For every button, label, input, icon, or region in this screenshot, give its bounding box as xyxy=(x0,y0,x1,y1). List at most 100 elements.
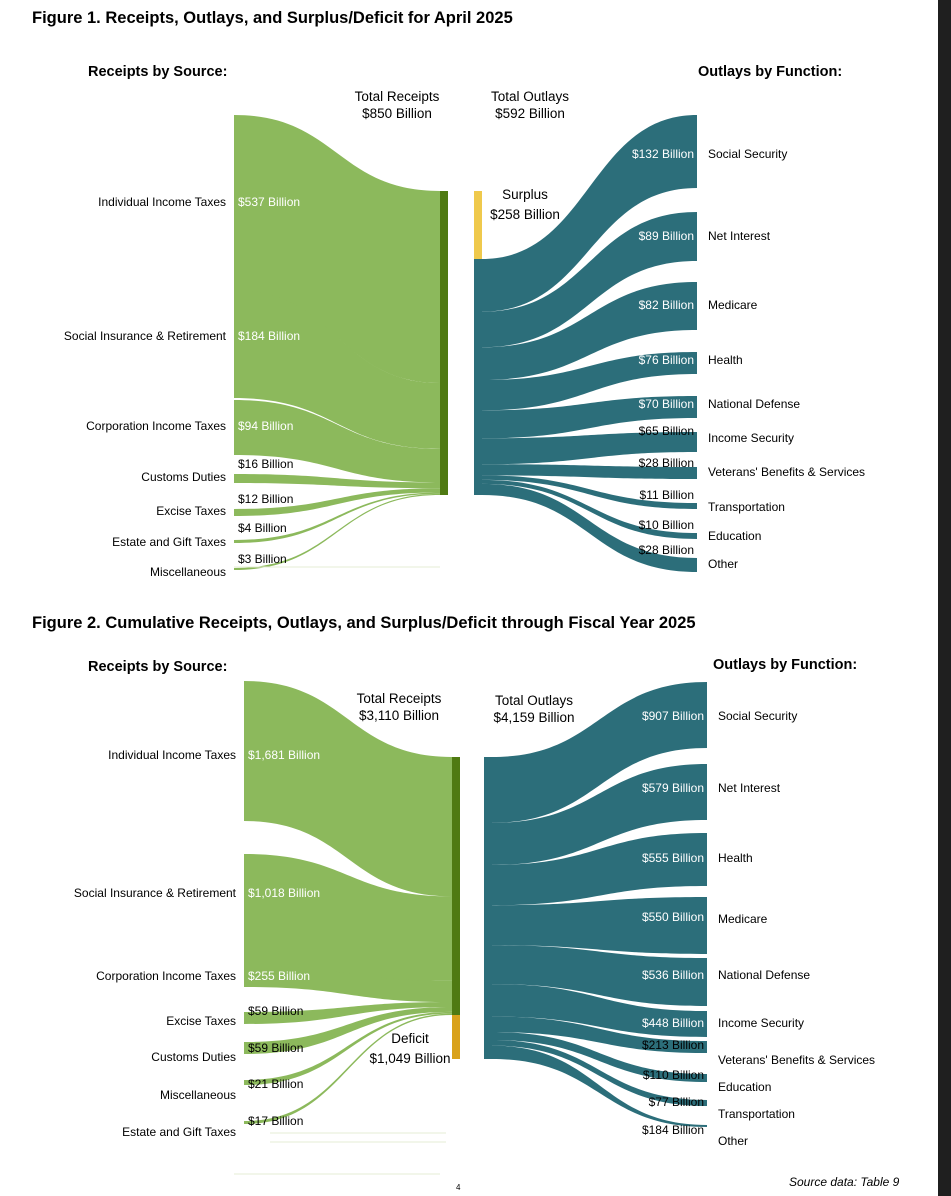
fig1-outlay-flow-national-defense xyxy=(482,396,697,439)
figure-2-total-outlays: Total Outlays $4,159 Billion xyxy=(484,692,584,726)
source-note: Source data: Table 9 xyxy=(789,1175,900,1189)
fig2-outlay-label-national-defense: National Defense xyxy=(718,968,810,982)
fig2-outlay-flow-social-security xyxy=(492,682,707,823)
fig2-receipt-label-excise-taxes: Excise Taxes xyxy=(166,1014,236,1028)
fig1-receipt-value-customs-duties: $16 Billion xyxy=(238,457,293,471)
fig1-outlay-value-health: $76 Billion xyxy=(639,353,694,367)
fig2-outlay-value-national-defense: $536 Billion xyxy=(642,968,704,982)
fig2-outlay-value-medicare: $550 Billion xyxy=(642,910,704,924)
fig2-outlay-label-other: Other xyxy=(718,1134,748,1148)
fig1-outlay-label-medicare: Medicare xyxy=(708,298,758,312)
fig1-receipt-label-excise-taxes: Excise Taxes xyxy=(156,504,226,518)
fig1-outlay-flow-social-security xyxy=(482,115,697,312)
fig2-outlay-value-social-security: $907 Billion xyxy=(642,709,704,723)
fig2-receipt-label-corporation-income-taxes: Corporation Income Taxes xyxy=(96,969,236,983)
fig1-surplus-bar xyxy=(474,191,482,259)
figure-2-title: Figure 2. Cumulative Receipts, Outlays, … xyxy=(32,614,696,632)
fig2-outlay-flow-national-defense xyxy=(492,945,707,1006)
figure-1-sankey-chart: Individual Income Taxes $537 Billion Socia… xyxy=(64,115,865,579)
fig2-total-receipts-bar xyxy=(452,757,460,1015)
fig1-receipt-flow-social-insurance-and-retirement xyxy=(234,290,440,449)
figure-1-title: Figure 1. Receipts, Outlays, and Surplus… xyxy=(32,9,513,27)
fig1-outlay-value-social-security: $132 Billion xyxy=(632,147,694,161)
fig2-outlay-value-income-security: $448 Billion xyxy=(642,1016,704,1030)
fig2-outlay-flow-education xyxy=(492,1032,707,1082)
fig1-outlay-value-other: $28 Billion xyxy=(639,543,694,557)
fig1-receipt-flow-corporation-income-taxes xyxy=(234,400,440,483)
fig2-receipt-value-estate-and-gift-taxes: $17 Billion xyxy=(248,1114,303,1128)
fig2-outlay-flow-transportation xyxy=(492,1040,707,1106)
fig1-receipt-label-miscellaneous: Miscellaneous xyxy=(150,565,226,579)
figure-2-total-receipts: Total Receipts $3,110 Billion xyxy=(348,690,450,724)
fig2-outlay-value-education: $110 Billion xyxy=(643,1068,704,1082)
fig1-surplus-value: $258 Billion xyxy=(490,207,560,222)
fig1-outlay-flow-veterans-benefits-and-services xyxy=(482,464,697,479)
fig2-outlay-label-health: Health xyxy=(718,851,753,865)
fig1-receipt-label-corporation-income-taxes: Corporation Income Taxes xyxy=(86,419,226,433)
fig2-outlay-label-education: Education xyxy=(718,1080,771,1094)
fig1-outlay-label-education: Education xyxy=(708,529,761,543)
fig2-receipt-flow-customs-duties xyxy=(244,1006,452,1054)
fig2-outlay-value-transportation: $77 Billion xyxy=(649,1095,704,1109)
fig2-receipt-value-excise-taxes: $59 Billion xyxy=(248,1004,303,1018)
fig2-outlay-label-net-interest: Net Interest xyxy=(718,781,781,795)
fig2-outlay-flow-other xyxy=(492,1045,707,1127)
fig2-receipt-value-individual-income-taxes: $1,681 Billion xyxy=(248,748,320,762)
fig1-outlay-label-health: Health xyxy=(708,353,743,367)
fig1-total-outlays-bar xyxy=(474,259,482,495)
fig2-receipt-label-miscellaneous: Miscellaneous xyxy=(160,1088,236,1102)
fig1-outlay-label-national-defense: National Defense xyxy=(708,397,800,411)
fig1-outlay-label-net-interest: Net Interest xyxy=(708,229,771,243)
fig1-outlay-value-medicare: $82 Billion xyxy=(639,298,694,312)
fig1-outlay-label-veterans-benefits-and-services: Veterans' Benefits & Services xyxy=(708,465,865,479)
fig2-outlay-value-health: $555 Billion xyxy=(642,851,704,865)
fig1-outlay-label-other: Other xyxy=(708,557,738,571)
fig2-receipt-value-social-insurance-and-retirement: $1,018 Billion xyxy=(248,886,320,900)
fig2-total-outlays-bar xyxy=(484,757,492,1059)
fig2-receipt-flow-excise-taxes xyxy=(244,1002,452,1024)
fig2-deficit-label: Deficit xyxy=(391,1031,429,1046)
fig1-total-receipts-bar xyxy=(440,191,448,495)
figure-1-total-receipts-label: Total Receipts xyxy=(354,89,440,104)
fig1-receipt-label-social-insurance-and-retirement: Social Insurance & Retirement xyxy=(64,329,227,343)
fig1-outlay-flow-education xyxy=(482,479,697,539)
fig1-receipt-label-customs-duties: Customs Duties xyxy=(141,470,226,484)
fig2-outlay-label-income-security: Income Security xyxy=(718,1016,804,1030)
figure-1-total-outlays-label: Total Outlays xyxy=(490,89,570,104)
fig1-outlay-flow-medicare xyxy=(482,282,697,380)
figure-2-receipts-heading: Receipts by Source: xyxy=(88,659,228,675)
fig1-receipt-label-individual-income-taxes: Individual Income Taxes xyxy=(98,195,226,209)
fig1-receipt-value-excise-taxes: $12 Billion xyxy=(238,492,293,506)
fig1-outlay-flow-transportation xyxy=(482,475,697,509)
figure-1-total-receipts-value: $850 Billion xyxy=(362,106,432,121)
window-edge xyxy=(938,0,951,1196)
fig2-receipt-value-miscellaneous: $21 Billion xyxy=(248,1077,303,1091)
fig1-outlay-value-national-defense: $70 Billion xyxy=(639,397,694,411)
fig1-outlay-label-income-security: Income Security xyxy=(708,431,794,445)
fig1-receipt-flow-excise-taxes xyxy=(234,488,440,516)
figure-1-total-receipts: Total Receipts $850 Billion xyxy=(346,88,448,122)
fig2-receipt-flow-social-insurance-and-retirement xyxy=(244,854,452,985)
fig2-outlay-label-social-security: Social Security xyxy=(718,709,797,723)
fig1-outlay-value-veterans-benefits-and-services: $28 Billion xyxy=(639,456,694,470)
figure-1-outlays-heading: Outlays by Function: xyxy=(698,64,843,80)
fig2-outlay-flow-veterans-benefits-and-services xyxy=(492,1016,707,1053)
figure-1-receipts-heading: Receipts by Source: xyxy=(88,64,228,80)
fig2-outlay-label-medicare: Medicare xyxy=(718,912,768,926)
fig1-receipt-value-corporation-income-taxes: $94 Billion xyxy=(238,419,293,433)
fig1-receipt-label-estate-and-gift-taxes: Estate and Gift Taxes xyxy=(112,535,226,549)
fig1-outlay-value-income-security: $65 Billion xyxy=(639,424,694,438)
fig1-outlay-flow-net-interest xyxy=(482,212,697,348)
figure-1-total-outlays: Total Outlays $592 Billion xyxy=(480,88,580,122)
fig1-receipt-flow-individual-income-taxes xyxy=(234,115,440,384)
figure-2-total-receipts-value: $3,110 Billion xyxy=(358,708,440,723)
fig1-outlay-flow-income-security xyxy=(482,432,697,465)
fig1-surplus-label: Surplus xyxy=(502,187,548,202)
fig1-receipt-value-individual-income-taxes: $537 Billion xyxy=(238,195,300,209)
fig1-outlay-label-social-security: Social Security xyxy=(708,147,787,161)
fig2-receipt-flow-miscellaneous xyxy=(244,1011,452,1085)
fig1-receipt-value-miscellaneous: $3 Billion xyxy=(238,552,287,566)
fig1-receipt-flow-miscellaneous xyxy=(234,493,440,570)
fig1-receipt-value-estate-and-gift-taxes: $4 Billion xyxy=(238,521,287,535)
